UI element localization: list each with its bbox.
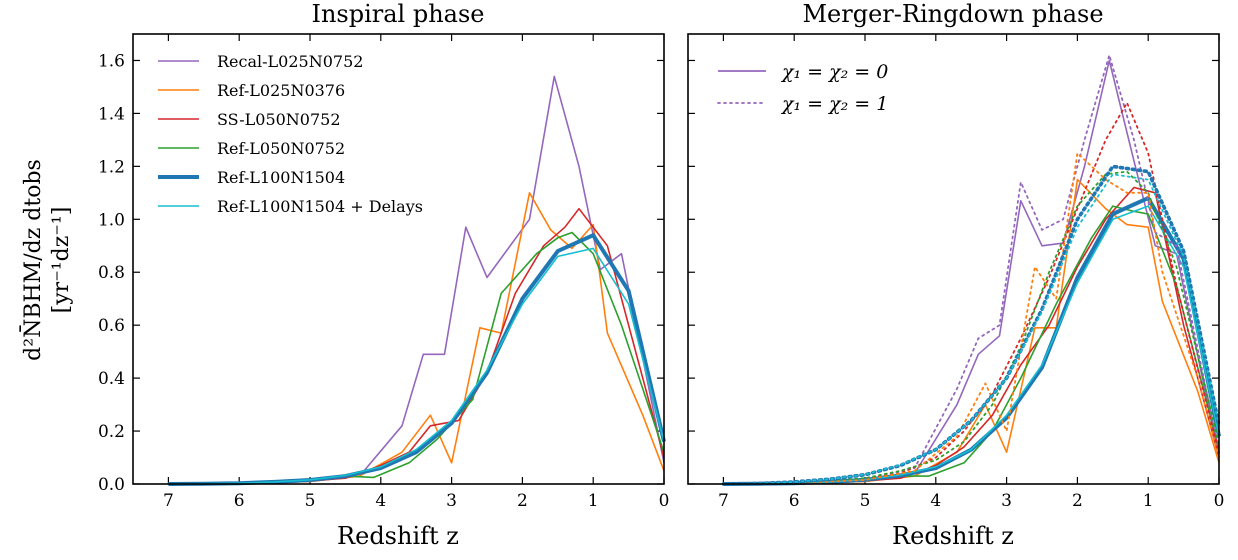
inspiral-panel: Inspiral phase 0.0 0.2 0.4 0.6 0.8 1.0 1.2 1.4 1… — [98, 0, 669, 550]
merger-plot-frame — [687, 33, 1220, 485]
inspiral-plot-frame — [132, 33, 665, 485]
x-tick-label: 0 — [1214, 491, 1225, 511]
y-tick-label: 1.0 — [98, 210, 125, 230]
y-axis-label-line2: [yr⁻¹dz⁻¹] — [49, 207, 74, 314]
inspiral-x-ticks: 7 6 5 4 3 2 1 0 — [163, 34, 669, 511]
inspiral-x-axis-label: Redshift z — [337, 522, 459, 550]
x-tick-label: 7 — [718, 491, 729, 511]
merger-x-axis-label: Redshift z — [892, 522, 1014, 550]
series-line-recal-l025n0752-1 — [722, 54, 1220, 485]
inspiral-legend: Recal-L025N0752 Ref-L025N0376 SS-L050N0752… — [158, 52, 423, 216]
x-tick-label: 4 — [930, 491, 941, 511]
y-tick-label: 1.6 — [98, 51, 125, 71]
series-line-ref-l050n0752 — [723, 205, 1220, 485]
y-axis-label: d²N̄BHM/dz dtobs [yr⁻¹dz⁻¹] — [19, 159, 74, 361]
x-tick-label: 4 — [375, 491, 386, 511]
legend-label: SS-L050N0752 — [217, 110, 341, 129]
series-line-ss-l050n0752-1 — [722, 101, 1220, 485]
x-tick-label: 0 — [659, 491, 670, 511]
legend-label: Ref-L100N1504 + Delays — [217, 197, 423, 216]
legend-label: Ref-L025N0376 — [217, 81, 345, 100]
y-tick-label: 0.2 — [98, 422, 125, 442]
merger-legend: χ₁ = χ₂ = 0 χ₁ = χ₂ = 1 — [717, 61, 888, 115]
x-tick-label: 3 — [446, 491, 457, 511]
series-line-ref-l100n1504-delays — [723, 205, 1220, 485]
merger-ringdown-panel-title: Merger-Ringdown phase — [802, 0, 1103, 28]
y-tick-label: 0.8 — [98, 263, 125, 283]
series-line-ref-l050n0752 — [168, 231, 665, 485]
x-tick-label: 6 — [234, 491, 245, 511]
legend-label: Ref-L100N1504 — [217, 168, 345, 187]
x-tick-label: 2 — [517, 491, 528, 511]
series-line-ref-l100n1504-delays-1 — [722, 173, 1220, 485]
series-line-ref-l100n1504 — [723, 196, 1221, 486]
series-line-ref-l100n1504-delays — [168, 247, 665, 485]
x-tick-label: 5 — [305, 491, 316, 511]
merger-ringdown-panel: Merger-Ringdown phase 7 6 5 4 3 2 1 0 χ₁ = χ₂ =… — [687, 0, 1225, 550]
inspiral-series — [168, 75, 666, 486]
legend-label: χ₁ = χ₂ = 1 — [780, 93, 888, 115]
merger-y-ticks — [688, 59, 1219, 485]
x-tick-label: 6 — [789, 491, 800, 511]
x-tick-label: 5 — [860, 491, 871, 511]
series-line-ss-l050n0752 — [723, 186, 1220, 485]
legend-label: Recal-L025N0752 — [217, 52, 363, 71]
series-line-ref-l100n1504 — [168, 233, 666, 486]
legend-label: Ref-L050N0752 — [217, 139, 345, 158]
series-line-ref-l050n0752-1 — [722, 170, 1220, 485]
y-tick-label: 0.4 — [98, 369, 125, 389]
x-tick-label: 1 — [588, 491, 599, 511]
x-tick-label: 7 — [163, 491, 174, 511]
y-tick-label: 0.6 — [98, 316, 125, 336]
y-tick-label: 1.2 — [98, 157, 125, 177]
x-tick-label: 1 — [1143, 491, 1154, 511]
merger-series — [721, 54, 1221, 486]
x-tick-label: 2 — [1072, 491, 1083, 511]
y-tick-label: 0.0 — [98, 475, 125, 495]
inspiral-y-ticks: 0.0 0.2 0.4 0.6 0.8 1.0 1.2 1.4 1.6 — [98, 51, 664, 495]
series-line-recal-l025n0752 — [168, 75, 665, 485]
inspiral-panel-title: Inspiral phase — [311, 0, 484, 28]
x-tick-label: 3 — [1001, 491, 1012, 511]
series-line-ref-l025n0376-1 — [722, 152, 1220, 485]
y-axis-label-line1: d²N̄BHM/dz dtobs — [19, 159, 46, 361]
y-tick-label: 1.4 — [98, 104, 125, 124]
legend-label: χ₁ = χ₂ = 0 — [780, 61, 888, 83]
